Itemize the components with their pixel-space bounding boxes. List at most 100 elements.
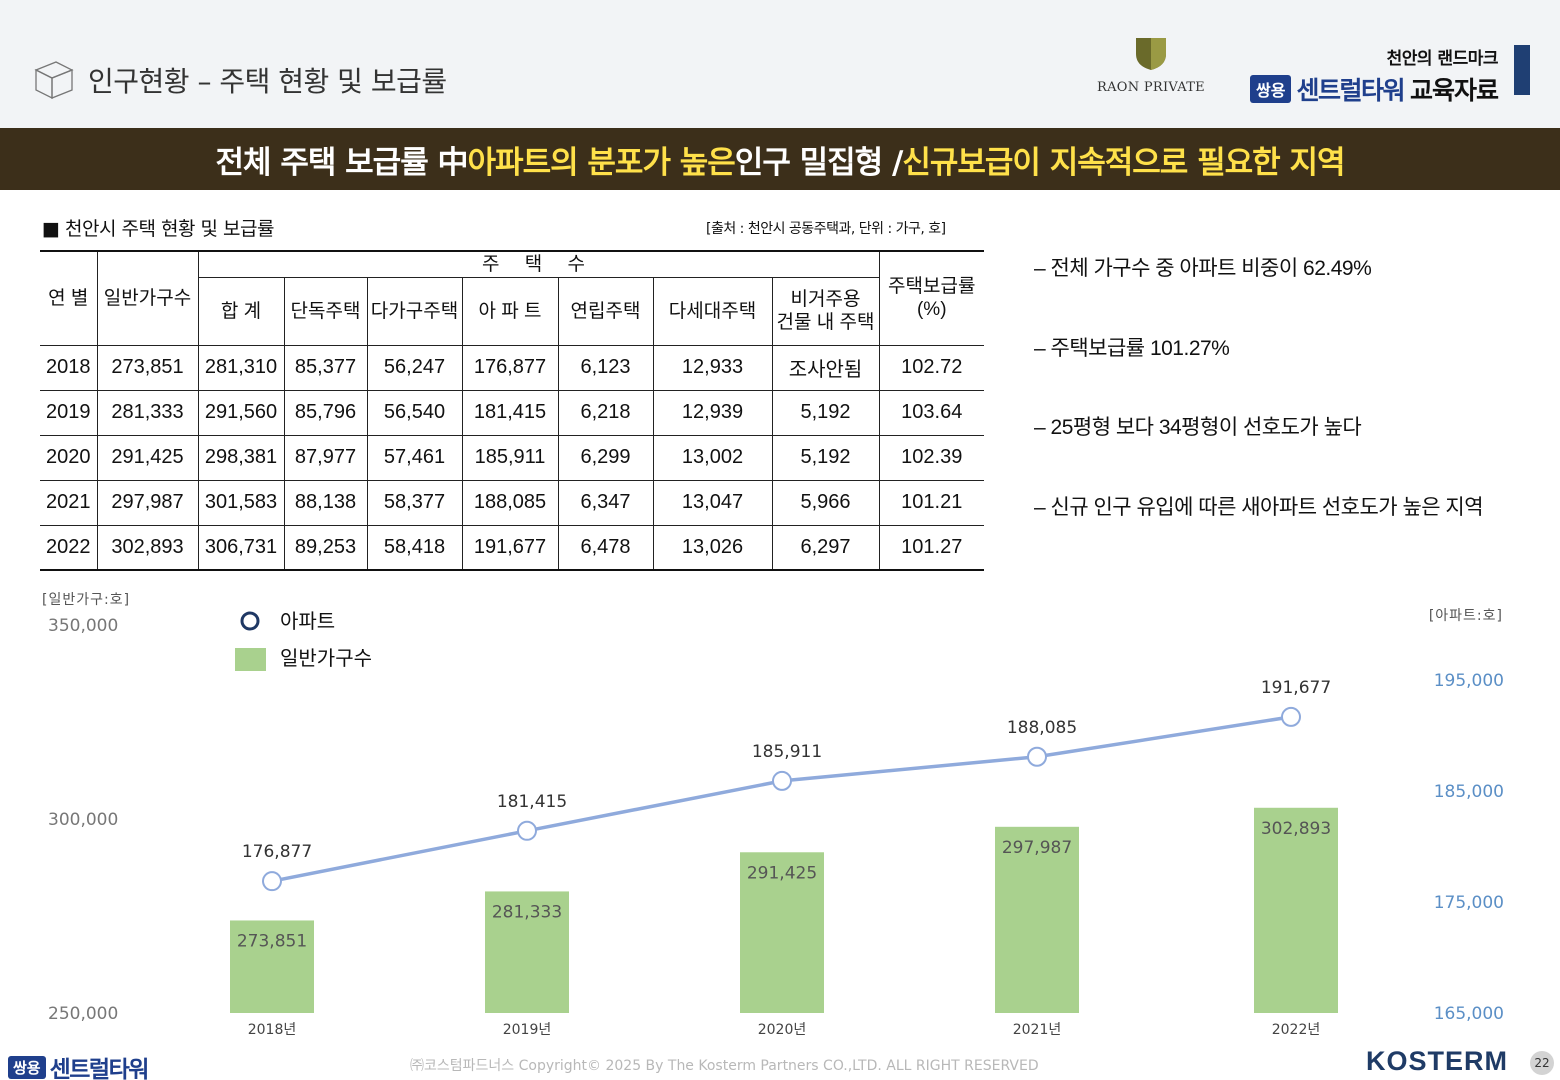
housing-table: 연 별 일반가구수 주 택 수 주택보급률 (%) 합 계 단독주택 다가구주택… — [40, 250, 984, 571]
kosterm-logo: KOSTERM — [1366, 1046, 1508, 1076]
sub-header-nonres-line1: 비거주용 — [790, 289, 861, 310]
table-cell: 조사안됨 — [771, 344, 880, 391]
apartment-data-label: 188,085 — [1007, 718, 1077, 738]
table-cell: 306,731 — [197, 524, 285, 571]
household-bar-label: 297,987 — [1002, 838, 1072, 858]
right-tick-label: 175,000 — [1434, 893, 1504, 913]
banner-highlight: 아파트의 분포가 높은 — [467, 144, 736, 181]
left-tick-label: 250,000 — [48, 1004, 118, 1024]
right-tick-label: 185,000 — [1434, 782, 1504, 802]
table-cell: 13,047 — [652, 479, 773, 526]
household-bar — [995, 826, 1079, 1013]
table-cell: 2020 — [40, 434, 98, 481]
table-cell: 85,377 — [283, 344, 368, 391]
table-cell: 101.21 — [878, 479, 984, 526]
raon-private-text: RAON PRIVATE — [1097, 80, 1205, 95]
household-bar-label: 291,425 — [747, 863, 817, 883]
table-cell: 56,540 — [366, 389, 463, 436]
table-cell: 12,933 — [652, 344, 773, 391]
x-tick-label: 2018년 — [248, 1022, 297, 1038]
col-supply-rate-line2: (%) — [916, 299, 947, 321]
table-cell: 6,299 — [557, 434, 654, 481]
legend-label-households: 일반가구수 — [280, 646, 372, 670]
table-cell: 89,253 — [283, 524, 368, 571]
household-bar-label: 302,893 — [1261, 819, 1331, 839]
table-row: 2020 291,425 298,381 87,977 57,461 185,911 6,2… — [40, 434, 984, 481]
footer-logo: 쌍용 센트럴타워 — [8, 1050, 150, 1080]
household-bar — [740, 852, 824, 1013]
table-cell: 5,192 — [771, 434, 880, 481]
x-tick-label: 2021년 — [1013, 1022, 1062, 1038]
page-title: 인구현황 – 주택 현황 및 보급률 — [88, 65, 447, 98]
table-cell: 291,425 — [96, 434, 199, 481]
table-cell: 88,138 — [283, 479, 368, 526]
apartment-marker — [517, 820, 537, 841]
footer-brand-name: 센트럴타워 — [49, 1057, 150, 1080]
table-cell: 6,478 — [557, 524, 654, 571]
right-tick-label: 195,000 — [1434, 671, 1504, 691]
table-cell: 101.27 — [878, 524, 984, 571]
table-cell: 2018 — [40, 344, 98, 391]
brand-tagline: 천안의 랜드마크 — [1386, 49, 1499, 69]
table-cell: 273,851 — [96, 344, 199, 391]
table-cell: 6,347 — [557, 479, 654, 526]
brand-suffix: 교육자료 — [1409, 76, 1499, 105]
table-row: 2021 297,987 301,583 88,138 58,377 188,085 6,3… — [40, 479, 984, 526]
footer-badge: 쌍용 — [8, 1055, 46, 1079]
table-cell: 6,123 — [557, 344, 654, 391]
table-cell: 188,085 — [461, 479, 559, 526]
key-point: – 전체 가구수 중 아파트 비중이 62.49% — [1034, 257, 1372, 280]
table-cell: 12,939 — [652, 389, 773, 436]
headline-banner: 전체 주택 보급률 中 아파트의 분포가 높은 인구 밀집형 / 신규보급이 지… — [0, 128, 1560, 190]
table-source: [출처 : 천안시 공동주택과, 단위 : 가구, 호] — [706, 221, 946, 237]
copyright-text: ㈜코스텀파드너스 Copyright© 2025 By The Kosterm … — [410, 1058, 1039, 1074]
table-cell: 102.72 — [878, 344, 984, 391]
left-tick-label: 350,000 — [48, 616, 118, 636]
apartment-data-label: 191,677 — [1261, 678, 1331, 698]
brand-logo: 천안의 랜드마크 쌍용 센트럴타워 교육자료 — [1222, 44, 1499, 107]
banner-segment: 인구 밀집형 / — [734, 144, 904, 181]
col-supply-rate-line1: 주택보급률 — [888, 276, 976, 298]
legend-bar-swatch — [235, 648, 266, 671]
key-points-list: – 전체 가구수 중 아파트 비중이 62.49% – 주택보급률 101.27… — [1034, 252, 1484, 570]
sub-header: 합 계 — [198, 276, 285, 346]
right-axis-label: [아파트:호] — [1429, 608, 1503, 624]
apartment-marker — [262, 871, 282, 892]
table-cell: 2021 — [40, 479, 98, 526]
household-bar-label: 273,851 — [237, 931, 307, 951]
table-row: 2022 302,893 306,731 89,253 58,418 191,677 6,4… — [40, 524, 984, 571]
x-tick-label: 2022년 — [1272, 1022, 1321, 1038]
table-cell: 13,026 — [652, 524, 773, 571]
table-cell: 297,987 — [96, 479, 199, 526]
banner-highlight: 신규보급이 지속적으로 필요한 지역 — [902, 144, 1345, 181]
sub-header: 단독주택 — [283, 276, 368, 346]
housing-combo-chart: [일반가구:호] [아파트:호] 250,000 300,000 350,000 165,… — [42, 592, 1504, 1038]
raon-private-logo: RAON PRIVATE — [1092, 36, 1210, 95]
housing-count-group-header: 주 택 수 — [197, 250, 880, 278]
apartment-marker — [1027, 746, 1047, 767]
table-cell: 2022 — [40, 524, 98, 571]
sub-header: 다세대주택 — [652, 276, 773, 346]
table-cell: 302,893 — [96, 524, 199, 571]
table-cell: 191,677 — [461, 524, 559, 571]
table-cell: 102.39 — [878, 434, 984, 481]
table-cell: 58,377 — [366, 479, 463, 526]
household-bar — [1254, 807, 1338, 1013]
left-axis-label: [일반가구:호] — [42, 592, 130, 608]
table-cell: 291,560 — [197, 389, 285, 436]
apartment-data-label: 176,877 — [242, 842, 312, 862]
household-bar-label: 281,333 — [492, 902, 562, 922]
x-tick-label: 2019년 — [503, 1022, 552, 1038]
apartment-data-label: 185,911 — [752, 742, 822, 762]
table-row: 2019 281,333 291,560 85,796 56,540 181,415 6,2… — [40, 389, 984, 436]
table-cell: 185,911 — [461, 434, 559, 481]
key-point: – 주택보급률 101.27% — [1034, 336, 1230, 360]
table-cell: 57,461 — [366, 434, 463, 481]
apartment-data-label: 181,415 — [497, 792, 567, 812]
page-number: 22 — [1530, 1051, 1554, 1075]
col-households-header: 일반가구수 — [96, 250, 199, 346]
household-bar — [485, 891, 569, 1013]
table-cell: 87,977 — [283, 434, 368, 481]
brand-badge: 쌍용 — [1250, 75, 1292, 103]
col-supply-rate-header: 주택보급률 (%) — [878, 250, 984, 346]
